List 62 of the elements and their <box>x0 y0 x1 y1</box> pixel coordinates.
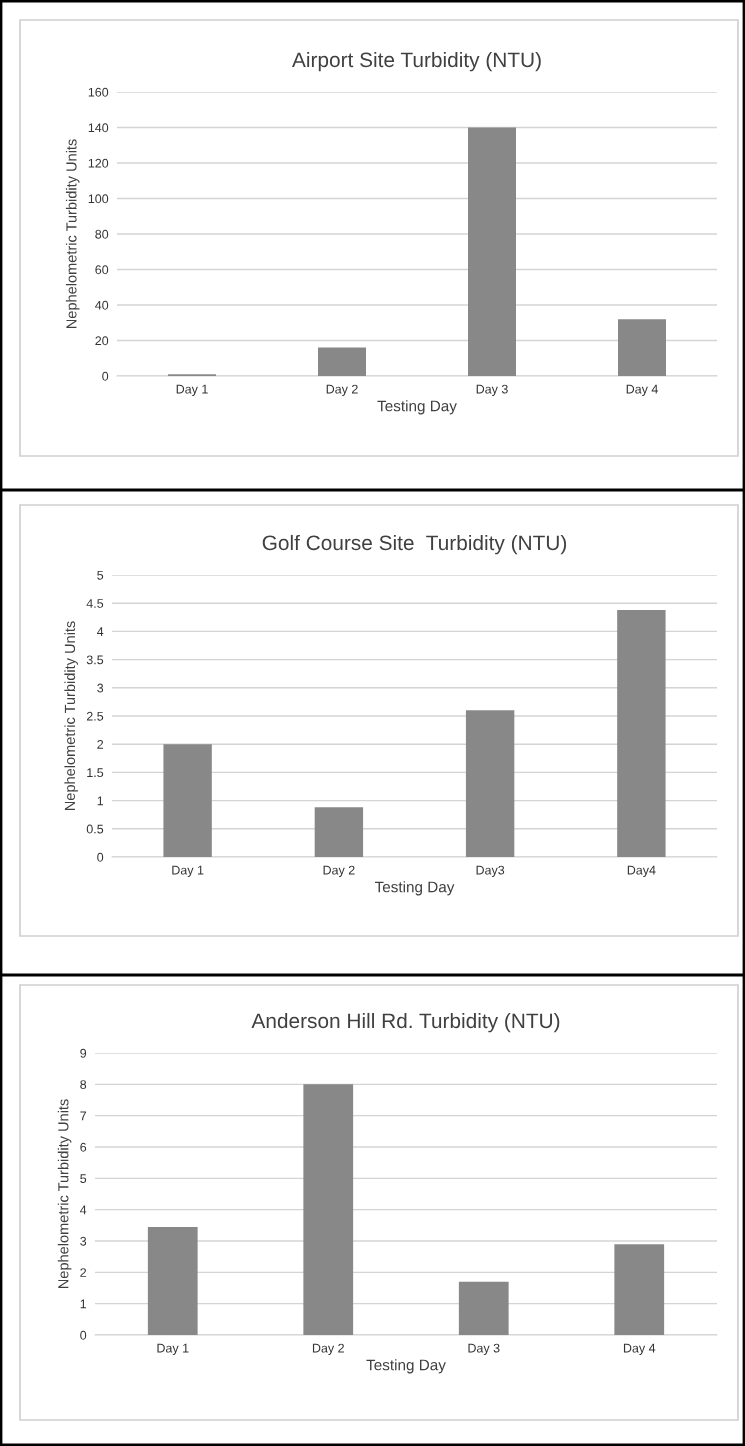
x-tick-label: Day3 <box>476 865 505 877</box>
x-tick-label: Day 1 <box>157 1343 189 1355</box>
x-tick-label: Day4 <box>627 865 656 877</box>
x-axis-title: Testing Day <box>366 1359 446 1374</box>
bar <box>147 1226 198 1335</box>
y-tick-label: 3 <box>80 1236 87 1246</box>
bar <box>614 1244 665 1335</box>
chart-title: Anderson Hill Rd. Turbidity (NTU) <box>251 1012 560 1033</box>
y-tick-label: 40 <box>95 300 109 310</box>
y-tick-label: 100 <box>88 194 109 204</box>
bar <box>618 319 666 376</box>
chart-title: Airport Site Turbidity (NTU) <box>292 51 541 72</box>
y-tick-label: 8 <box>80 1080 87 1089</box>
y-tick-label: 60 <box>95 265 109 275</box>
y-axis-title: Nephelometric Turbidity Units <box>57 1099 72 1289</box>
y-tick-label: 5 <box>97 570 104 580</box>
y-tick-label: 1 <box>80 1299 87 1309</box>
x-tick-label: Day 1 <box>172 865 204 877</box>
y-tick-label: 0 <box>80 1330 87 1340</box>
y-tick-label: 140 <box>88 123 109 133</box>
bar <box>163 744 212 857</box>
bar <box>318 347 366 376</box>
x-tick-label: Day 2 <box>323 865 355 877</box>
x-tick-label: Day 1 <box>176 384 208 396</box>
x-tick-label: Day 4 <box>626 384 658 396</box>
y-tick-label: 3 <box>97 683 104 693</box>
x-tick-label: Day 2 <box>326 384 358 396</box>
bar <box>465 710 515 857</box>
y-tick-label: 9 <box>80 1048 87 1058</box>
bar <box>468 127 516 376</box>
bar <box>458 1281 509 1335</box>
y-tick-label: 6 <box>80 1142 87 1152</box>
y-tick-label: 4.5 <box>86 599 104 608</box>
y-tick-label: 2 <box>80 1268 87 1277</box>
x-axis-title: Testing Day <box>377 400 457 415</box>
y-tick-label: 4 <box>97 627 104 636</box>
y-tick-label: 3.5 <box>86 655 104 665</box>
y-tick-label: 7 <box>80 1111 87 1121</box>
x-tick-label: Day 2 <box>312 1343 344 1355</box>
bar <box>314 807 364 857</box>
bar <box>303 1084 354 1335</box>
y-tick-label: 120 <box>88 158 109 168</box>
y-tick-label: 20 <box>95 336 109 346</box>
y-tick-label: 160 <box>88 87 109 97</box>
y-tick-label: 2.5 <box>86 711 104 721</box>
y-tick-label: 80 <box>95 229 109 239</box>
y-axis-title: Nephelometric Turbidity Units <box>65 139 80 329</box>
y-tick-label: 0 <box>102 371 109 381</box>
y-tick-label: 5 <box>80 1174 87 1183</box>
y-tick-label: 2 <box>97 740 104 749</box>
bar <box>617 609 666 857</box>
y-tick-label: 0.5 <box>86 824 104 834</box>
x-tick-label: Day 4 <box>623 1343 656 1355</box>
y-tick-label: 1.5 <box>87 768 104 778</box>
y-tick-label: 4 <box>80 1205 87 1215</box>
y-tick-label: 1 <box>97 796 104 806</box>
y-tick-label: 0 <box>97 852 104 862</box>
x-tick-label: Day 3 <box>476 384 508 396</box>
x-axis-title: Testing Day <box>374 881 455 896</box>
chart-title: Golf Course Site Turbidity (NTU) <box>262 534 567 555</box>
y-axis-title: Nephelometric Turbidity Units <box>64 621 78 811</box>
x-tick-label: Day 3 <box>468 1343 500 1355</box>
